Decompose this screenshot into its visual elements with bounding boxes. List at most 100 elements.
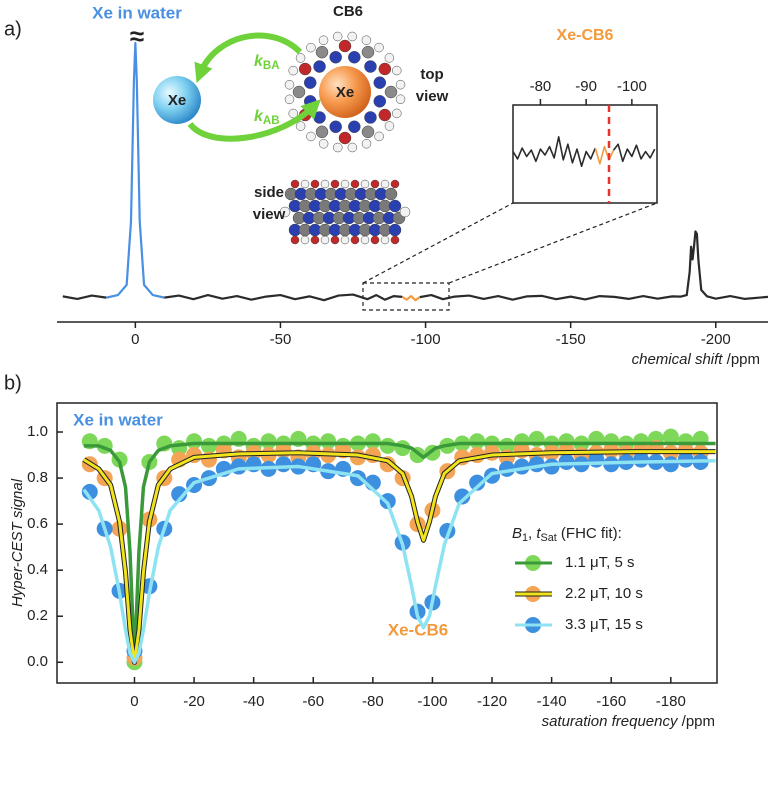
- atom-label: Xe: [336, 84, 354, 101]
- atom: [361, 45, 375, 59]
- data-point: [662, 456, 679, 473]
- atom: [295, 121, 306, 131]
- atom: [395, 94, 406, 105]
- atom: [360, 179, 370, 189]
- fit-line: [83, 441, 716, 665]
- x-tick-label: -60: [302, 693, 324, 710]
- atom: [384, 187, 398, 201]
- x-tick-label: 0: [131, 331, 139, 348]
- text-part: /ppm: [677, 713, 715, 730]
- x-tick-label: 0: [130, 693, 138, 710]
- atom: [284, 94, 295, 105]
- atom: [290, 179, 300, 189]
- xe-atom: [319, 66, 371, 118]
- x-tick-label: -100: [617, 78, 647, 95]
- data-point: [186, 433, 203, 450]
- x-tick-label: -20: [183, 693, 205, 710]
- spectrum-line: [419, 230, 769, 301]
- x-tick-label: -80: [530, 78, 552, 95]
- fit-line: [82, 459, 716, 665]
- text-part: Sat: [541, 532, 557, 544]
- atom: [384, 121, 395, 131]
- atom: [348, 50, 361, 64]
- view-label: view: [253, 206, 286, 223]
- fit-line: [83, 450, 716, 664]
- spectrum-line: [164, 293, 403, 302]
- atom: [364, 60, 377, 73]
- data-point: [275, 456, 292, 473]
- text-part: B: [512, 525, 522, 542]
- x-tick-label: -80: [362, 693, 384, 710]
- x-tick-label: -100: [411, 331, 441, 348]
- data-point: [558, 453, 575, 470]
- atom: [378, 108, 392, 122]
- text-part: k: [254, 108, 264, 125]
- atom: [390, 235, 400, 245]
- atom: [347, 31, 358, 42]
- atom: [315, 45, 329, 59]
- atom: [329, 120, 342, 134]
- x-axis-label: chemical shift /ppm: [632, 351, 760, 368]
- atom: [329, 50, 342, 64]
- atom: [350, 235, 360, 245]
- atom: [374, 131, 384, 142]
- spectrum-line: [106, 41, 165, 299]
- text-part: BA: [263, 60, 280, 72]
- atom: [378, 62, 392, 76]
- atom: [338, 39, 352, 53]
- y-tick-label: 0.4: [27, 561, 48, 578]
- x-tick-label: -180: [656, 693, 686, 710]
- annotation: Xe in water: [73, 410, 163, 429]
- zoom-box: [362, 282, 450, 311]
- atom: [303, 76, 317, 89]
- y-tick-label: 0.0: [27, 653, 48, 670]
- atom: [300, 179, 310, 189]
- axis-break: ≈: [130, 21, 144, 51]
- rate-label: kAB: [254, 108, 280, 127]
- atom: [306, 131, 316, 142]
- atom: [388, 199, 402, 213]
- x-axis-label: saturation frequency /ppm: [542, 713, 715, 730]
- atom: [318, 35, 329, 46]
- atom: [370, 235, 380, 245]
- atom: [347, 142, 358, 153]
- annotation: Xe in water: [92, 3, 182, 22]
- atom: [306, 42, 316, 53]
- atom: [332, 31, 343, 42]
- atom: [298, 62, 312, 76]
- text-part: chemical shift: [632, 351, 724, 368]
- atom: [310, 179, 320, 189]
- x-tick-label: -120: [477, 693, 507, 710]
- atom: [361, 125, 375, 139]
- atom: [288, 65, 298, 76]
- x-tick-label: -40: [243, 693, 265, 710]
- atom: [348, 120, 361, 134]
- data-point: [454, 488, 471, 505]
- atom: [392, 108, 402, 119]
- view-label: top: [420, 66, 443, 83]
- atom: [380, 179, 390, 189]
- atom: [373, 76, 387, 89]
- y-axis-label: Hyper-CEST signal: [9, 478, 26, 607]
- y-tick-label: 0.8: [27, 469, 48, 486]
- y-tick-label: 1.0: [27, 423, 48, 440]
- atom: [360, 235, 370, 245]
- xe-atom: [153, 76, 201, 124]
- atom: [361, 35, 372, 45]
- x-tick-label: -160: [596, 693, 626, 710]
- atom: [332, 142, 343, 153]
- data-point: [200, 437, 217, 454]
- atom: [292, 85, 306, 99]
- atom: [391, 65, 402, 76]
- text-part: Hyper-CEST signal: [9, 478, 26, 607]
- atom: [310, 235, 320, 245]
- atom: [313, 60, 326, 73]
- text-part: k: [254, 53, 264, 70]
- x-tick-label: -100: [417, 693, 447, 710]
- spectrum-line: [401, 295, 421, 302]
- atom: [340, 235, 350, 245]
- atom: [395, 79, 406, 90]
- atom: [330, 235, 340, 245]
- data-point: [260, 433, 277, 450]
